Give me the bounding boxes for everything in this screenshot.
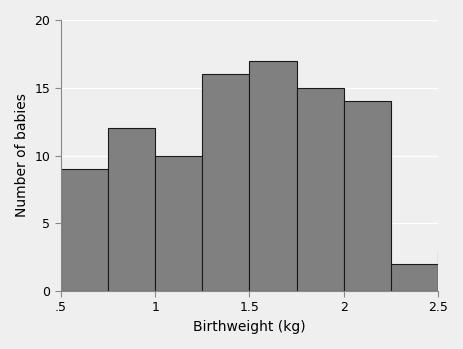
Y-axis label: Number of babies: Number of babies [15,94,29,217]
Bar [250,61,297,291]
Bar [155,156,202,291]
Bar [61,169,108,291]
Bar [108,128,155,291]
Bar [391,264,438,291]
Bar [438,250,463,291]
Bar [297,88,344,291]
X-axis label: Birthweight (kg): Birthweight (kg) [193,320,306,334]
Bar [344,101,391,291]
Bar [202,74,250,291]
